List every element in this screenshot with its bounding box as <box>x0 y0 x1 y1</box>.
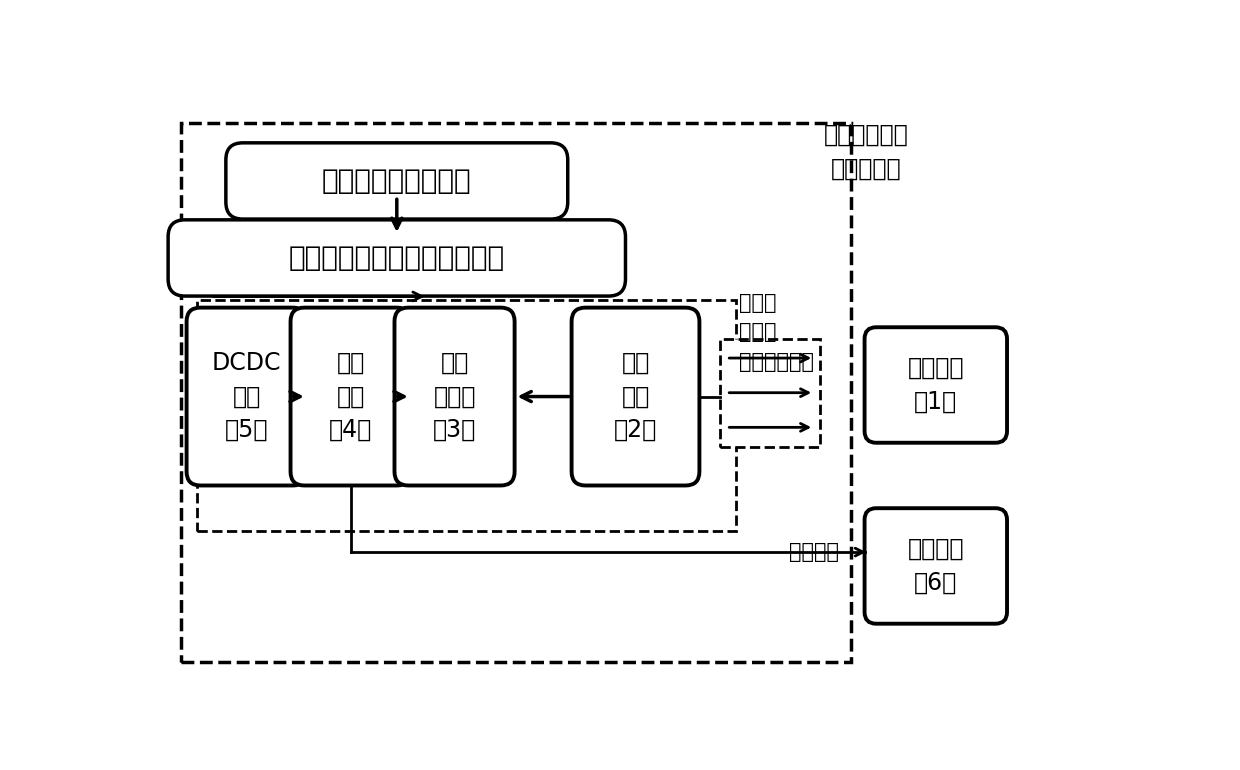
Text: 远距离
非接触
光线传播路径: 远距离 非接触 光线传播路径 <box>739 293 815 372</box>
FancyBboxPatch shape <box>197 300 735 531</box>
Text: 光纤传输: 光纤传输 <box>790 542 839 562</box>
Text: 故障告警
（6）: 故障告警 （6） <box>908 537 963 594</box>
FancyBboxPatch shape <box>290 307 410 486</box>
FancyBboxPatch shape <box>169 219 625 296</box>
Text: 人造光源
（1）: 人造光源 （1） <box>908 357 963 413</box>
FancyBboxPatch shape <box>864 327 1007 443</box>
FancyBboxPatch shape <box>186 307 306 486</box>
Text: 碳化硅器件串联驱动保护电路: 碳化硅器件串联驱动保护电路 <box>289 244 505 272</box>
Text: 光伏
变换器
（3）: 光伏 变换器 （3） <box>433 351 476 442</box>
FancyBboxPatch shape <box>572 307 699 486</box>
Text: 储能
装置
（4）: 储能 装置 （4） <box>329 351 372 442</box>
Text: DCDC
电源
（5）: DCDC 电源 （5） <box>212 351 281 442</box>
FancyBboxPatch shape <box>864 508 1007 624</box>
Text: 高压高速碳化硅器件: 高压高速碳化硅器件 <box>322 167 471 195</box>
FancyBboxPatch shape <box>181 123 851 662</box>
FancyBboxPatch shape <box>720 339 821 447</box>
FancyBboxPatch shape <box>226 142 568 219</box>
FancyBboxPatch shape <box>394 307 515 486</box>
Text: 室内工作环境
无太阳照射: 室内工作环境 无太阳照射 <box>825 123 909 181</box>
Text: 光伏
电池
（2）: 光伏 电池 （2） <box>614 351 657 442</box>
